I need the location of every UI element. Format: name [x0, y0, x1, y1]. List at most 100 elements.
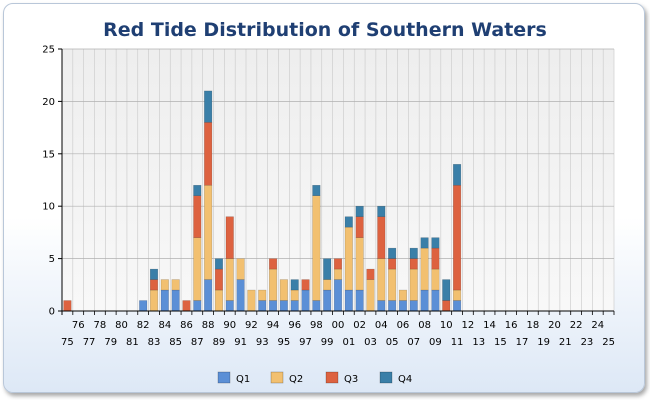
x-tick-label-97: 97 — [299, 337, 312, 348]
bar-q3-94 — [269, 258, 278, 270]
x-tick-label-81: 81 — [126, 337, 139, 348]
bar-q2-03 — [366, 279, 375, 312]
x-tick-label-87: 87 — [191, 337, 204, 348]
bar-q1-84 — [160, 289, 169, 312]
bar-q4-07 — [409, 247, 418, 259]
bar-q3-00 — [333, 258, 343, 270]
x-tick-label-22: 22 — [570, 320, 583, 331]
x-tick-label-18: 18 — [526, 320, 539, 331]
legend-swatch-q4 — [379, 371, 393, 384]
x-tick-label-95: 95 — [278, 337, 291, 348]
x-tick-label-94: 94 — [267, 320, 280, 331]
x-tick-label-13: 13 — [472, 337, 485, 348]
bar-q3-75 — [63, 300, 72, 312]
y-tick-label: 15 — [42, 149, 55, 160]
bar-q1-82 — [139, 300, 148, 312]
bar-q4-09 — [431, 237, 440, 249]
bar-q3-11 — [453, 184, 462, 291]
bar-q4-08 — [420, 237, 429, 249]
bar-q3-97 — [301, 279, 310, 291]
bar-q4-98 — [312, 184, 321, 196]
bar-q2-09 — [431, 268, 440, 291]
bar-q2-00 — [333, 268, 343, 280]
bar-q3-03 — [366, 268, 375, 280]
legend: Q1 Q2 Q3 Q4 — [217, 371, 412, 385]
bar-q3-05 — [388, 258, 397, 270]
x-tick-label-09: 09 — [429, 337, 442, 348]
bar-q2-83 — [149, 289, 159, 312]
x-tick-label-15: 15 — [494, 337, 507, 348]
bar-q2-02 — [355, 237, 364, 291]
x-tick-label-20: 20 — [548, 320, 561, 331]
legend-swatch-q3 — [325, 371, 339, 384]
bar-q2-92 — [247, 289, 256, 312]
bar-q1-04 — [377, 300, 386, 312]
bar-q2-84 — [160, 279, 169, 291]
bar-q3-89 — [214, 268, 223, 291]
bar-q2-85 — [171, 279, 180, 291]
bar-q2-89 — [214, 289, 223, 312]
bar-q4-88 — [204, 90, 213, 123]
bar-q2-93 — [258, 289, 267, 301]
bar-q2-07 — [409, 268, 418, 301]
x-tick-label-03: 03 — [364, 337, 377, 348]
bar-q1-93 — [258, 300, 267, 312]
bar-q1-87 — [193, 300, 202, 312]
bar-q3-83 — [149, 279, 159, 291]
bar-q1-00 — [333, 279, 343, 312]
bar-q4-02 — [355, 205, 364, 217]
x-tick-label-88: 88 — [202, 320, 215, 331]
x-tick-label-90: 90 — [223, 320, 236, 331]
x-tick-label-06: 06 — [397, 320, 410, 331]
x-tick-label-04: 04 — [375, 320, 388, 331]
x-tick-label-80: 80 — [115, 320, 128, 331]
legend-swatch-q2 — [270, 371, 284, 384]
bar-q1-91 — [236, 279, 245, 312]
bar-q4-99 — [323, 258, 332, 280]
bar-q4-87 — [193, 184, 202, 196]
bar-q2-90 — [225, 258, 234, 301]
x-tick-label-08: 08 — [418, 320, 431, 331]
x-tick-label-91: 91 — [234, 337, 247, 348]
legend-swatch-q1 — [217, 371, 231, 384]
x-tick-label-98: 98 — [310, 320, 323, 331]
bar-q1-95 — [279, 300, 288, 312]
legend-label-q1: Q1 — [236, 374, 250, 385]
bar-q1-85 — [171, 289, 180, 312]
x-tick-label-25: 25 — [602, 337, 615, 348]
x-tick-label-85: 85 — [169, 337, 182, 348]
x-tick-label-24: 24 — [591, 320, 604, 331]
bar-q3-09 — [431, 247, 440, 270]
x-tick-label-86: 86 — [180, 320, 193, 331]
bar-q1-01 — [344, 289, 353, 312]
x-tick-label-07: 07 — [407, 337, 420, 348]
y-tick-label: 20 — [42, 97, 55, 108]
bar-q3-04 — [377, 216, 386, 259]
x-tick-label-76: 76 — [72, 320, 85, 331]
bar-q2-94 — [269, 268, 278, 301]
bar-q3-10 — [442, 300, 451, 312]
bar-q3-87 — [193, 195, 202, 238]
x-tick-label-16: 16 — [505, 320, 518, 331]
legend-label-q2: Q2 — [289, 374, 303, 385]
bar-q1-06 — [398, 300, 407, 312]
bar-q4-05 — [388, 247, 397, 259]
bar-q2-06 — [398, 289, 407, 301]
x-tick-label-00: 00 — [332, 320, 345, 331]
bar-q1-07 — [409, 300, 418, 312]
chart-title: Red Tide Distribution of Southern Waters — [103, 19, 547, 41]
x-tick-label-75: 75 — [61, 337, 74, 348]
bar-q1-02 — [355, 289, 364, 312]
bar-q1-09 — [431, 289, 440, 312]
y-tick-labels: 0 5 10 15 20 25 — [42, 45, 55, 318]
bar-q4-10 — [442, 279, 451, 301]
bar-q2-91 — [236, 258, 245, 280]
bar-q1-11 — [453, 300, 462, 312]
bar-q1-88 — [204, 279, 213, 312]
x-tick-label-93: 93 — [256, 337, 269, 348]
bar-q3-88 — [204, 122, 213, 186]
x-tick-label-10: 10 — [440, 320, 453, 331]
bar-q2-99 — [323, 279, 332, 291]
bar-q2-01 — [344, 226, 353, 291]
